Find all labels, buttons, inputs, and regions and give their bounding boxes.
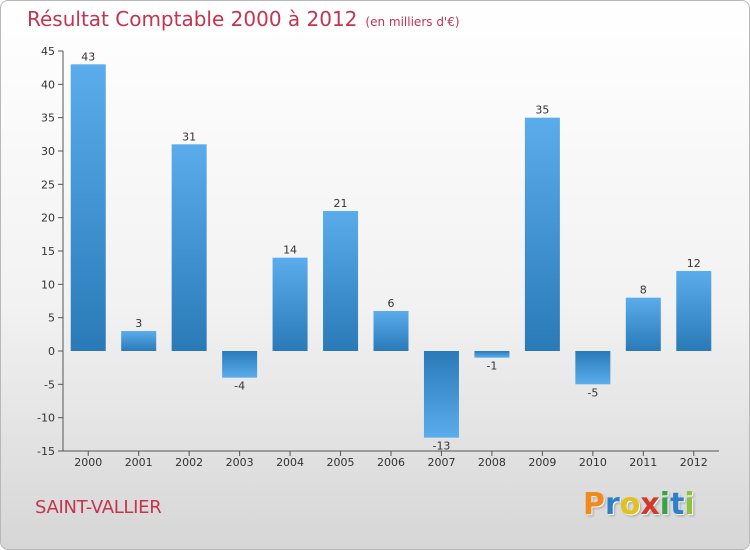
x-tick-label: 2000 xyxy=(74,456,102,469)
bar-2004 xyxy=(272,257,308,351)
x-tick-label: 2012 xyxy=(680,456,708,469)
bar-2002 xyxy=(171,144,207,351)
y-tick-label: -10 xyxy=(37,412,55,425)
y-tick-label: 20 xyxy=(41,212,55,225)
x-tick-label: 2008 xyxy=(478,456,506,469)
x-tick-label: 2009 xyxy=(528,456,556,469)
chart-title-text: Résultat Comptable 2000 à 2012 xyxy=(27,7,358,31)
y-tick-label: -15 xyxy=(37,445,55,458)
x-tick-label: 2003 xyxy=(226,456,254,469)
bar-2000 xyxy=(70,64,106,352)
x-tick-label: 2007 xyxy=(427,456,455,469)
chart-title: Résultat Comptable 2000 à 2012 (en millie… xyxy=(27,7,460,31)
bar-2011 xyxy=(625,297,661,351)
value-label-2006: 6 xyxy=(388,297,395,310)
y-tick-label: 5 xyxy=(48,312,55,325)
bars-group xyxy=(70,64,712,438)
y-tick-label: 40 xyxy=(41,78,55,91)
city-name: SAINT-VALLIER xyxy=(35,497,162,518)
y-tick-label: 10 xyxy=(41,278,55,291)
value-labels-group: 43 3 31 -4 14 21 6 -13 -1 35 -5 8 12 xyxy=(81,50,701,452)
value-label-2008: -1 xyxy=(486,360,497,373)
y-tick-label: -5 xyxy=(44,378,55,391)
value-label-2011: 8 xyxy=(640,284,647,297)
value-label-2009: 35 xyxy=(535,104,549,117)
x-tick-label: 2002 xyxy=(175,456,203,469)
chart-subtitle: (en milliers d'€) xyxy=(365,15,460,29)
bar-2005 xyxy=(323,211,359,351)
proxiti-logo: Proxiti xyxy=(583,487,695,522)
x-tick-label: 2006 xyxy=(377,456,405,469)
y-tick-label: 35 xyxy=(41,112,55,125)
y-tick-label: 30 xyxy=(41,145,55,158)
axes: -15 -10 -5 0 5 10 15 20 25 30 35 40 45 2000 2001 2002 20… xyxy=(37,45,719,469)
x-tick-label: 2005 xyxy=(327,456,355,469)
bar-2007 xyxy=(423,351,459,438)
bar-2008 xyxy=(474,351,510,358)
bar-2001 xyxy=(121,331,157,351)
bar-2003 xyxy=(222,351,258,378)
bar-2006 xyxy=(373,311,409,351)
value-label-2001: 3 xyxy=(135,317,142,330)
value-label-2012: 12 xyxy=(687,257,701,270)
value-label-2003: -4 xyxy=(234,380,245,393)
value-label-2002: 31 xyxy=(182,130,196,143)
value-label-2007: -13 xyxy=(432,440,450,453)
x-tick-label: 2004 xyxy=(276,456,304,469)
y-tick-label: 0 xyxy=(48,345,55,358)
value-label-2004: 14 xyxy=(283,244,297,257)
bar-2012 xyxy=(676,271,712,351)
value-label-2010: -5 xyxy=(587,386,598,399)
x-tick-label: 2011 xyxy=(629,456,657,469)
value-label-2000: 43 xyxy=(81,50,95,63)
value-label-2005: 21 xyxy=(334,197,348,210)
bar-2010 xyxy=(575,351,611,385)
y-tick-label: 25 xyxy=(41,178,55,191)
y-tick-label: 15 xyxy=(41,245,55,258)
y-tick-label: 45 xyxy=(41,45,55,58)
bar-2009 xyxy=(524,117,560,352)
x-tick-label: 2010 xyxy=(579,456,607,469)
x-tick-label: 2001 xyxy=(125,456,153,469)
